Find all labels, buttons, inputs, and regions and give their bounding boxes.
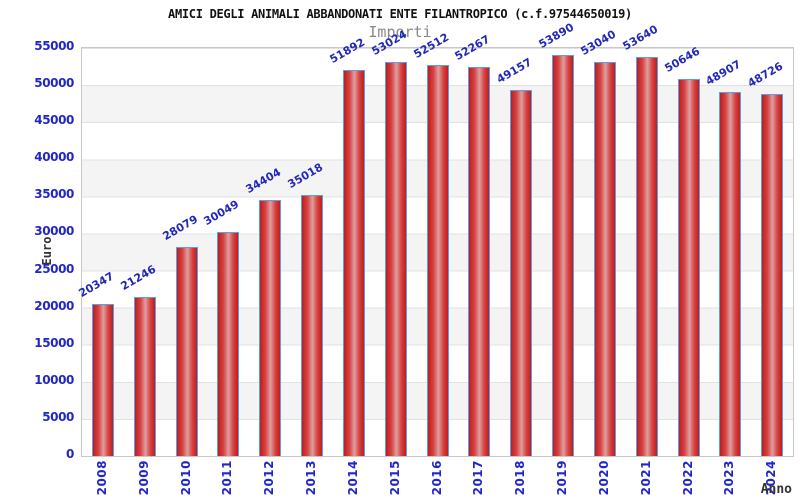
value-label-2010: 28079 (160, 212, 200, 243)
bar-slot-2017: 52267 (453, 33, 500, 456)
x-tick-2008: 2008 (81, 460, 123, 495)
x-tick-label: 2012 (262, 460, 277, 496)
bar-slot-2024: 48726 (746, 48, 793, 456)
plot-area: 20347 21246 28079 30049 34404 35018 51892 53024… (76, 21, 794, 457)
x-tick-label: 2014 (345, 460, 360, 496)
value-label-2023: 48907 (703, 57, 744, 89)
y-tick-label-0: 0 (66, 447, 74, 461)
bar-2010 (175, 246, 198, 456)
bar-2018 (510, 90, 533, 456)
x-tick-2014: 2014 (332, 460, 374, 495)
value-label-2008: 20347 (76, 269, 117, 301)
x-tick-2011: 2011 (206, 460, 248, 495)
x-tick-2022: 2022 (667, 460, 709, 495)
bar-2021 (635, 57, 658, 456)
x-tick-2023: 2023 (708, 460, 750, 495)
y-tick-label-15000: 15000 (34, 335, 74, 350)
y-tick-label-25000: 25000 (34, 261, 74, 276)
x-tick-label: 2008 (94, 460, 109, 496)
y-tick-label-5000: 5000 (42, 409, 74, 424)
bars-container: 20347 21246 28079 30049 34404 35018 51892 53024… (76, 21, 793, 456)
x-tick-label: 2019 (555, 460, 570, 496)
bar-slot-2011: 30049 (202, 48, 249, 456)
bar-2024 (761, 93, 784, 456)
bar-slot-2009: 21246 (118, 48, 166, 456)
y-tick-label-35000: 35000 (34, 187, 74, 202)
x-tick-label: 2010 (178, 460, 193, 496)
x-tick-label: 2015 (387, 460, 402, 496)
x-axis-ticks: 2008 2009 2010 2011 2012 2013 2014 2015 2016 2017… (81, 460, 792, 495)
x-tick-2012: 2012 (248, 460, 290, 495)
bar-slot-2010: 28079 (160, 48, 208, 456)
bar-slot-2021: 53640 (620, 23, 668, 456)
bar-2013 (301, 195, 324, 456)
y-tick-label-50000: 50000 (34, 76, 74, 91)
bar-2023 (719, 92, 742, 456)
value-label-2024: 48726 (745, 59, 786, 90)
bar-2017 (468, 67, 491, 456)
chart-subtitle: Importi (368, 23, 432, 41)
value-label-2011: 30049 (201, 197, 242, 229)
value-label-2018: 49157 (494, 55, 535, 87)
bar-2012 (259, 199, 282, 456)
bar-slot-2019: 53890 (537, 21, 584, 456)
y-tick-label-20000: 20000 (34, 298, 74, 313)
bar-slot-2023: 48907 (704, 48, 751, 456)
y-tick-label-55000: 55000 (34, 39, 74, 53)
value-label-2013: 35018 (285, 160, 326, 192)
x-tick-label: 2009 (136, 460, 151, 496)
x-tick-label: 2020 (596, 460, 611, 496)
bar-2014 (342, 70, 365, 456)
bar-slot-2012: 34404 (244, 48, 291, 456)
bar-slot-2008: 20347 (76, 48, 124, 456)
bar-2020 (593, 61, 616, 456)
bar-2011 (217, 232, 240, 456)
x-tick-2016: 2016 (416, 460, 458, 495)
x-tick-2018: 2018 (499, 460, 541, 495)
y-tick-label-30000: 30000 (34, 224, 74, 239)
x-tick-label: 2021 (638, 460, 653, 496)
x-tick-2019: 2019 (541, 460, 583, 495)
x-tick-2010: 2010 (165, 460, 207, 495)
y-tick-label-45000: 45000 (34, 113, 74, 128)
bar-slot-2022: 50646 (662, 45, 710, 456)
x-tick-label: 2023 (722, 460, 737, 496)
bar-2019 (552, 55, 575, 456)
value-label-2012: 34404 (243, 165, 284, 196)
x-axis-title: Anno (760, 482, 792, 497)
x-tick-2009: 2009 (123, 460, 165, 495)
bar-slot-2015: 53024 (369, 27, 417, 456)
bar-2009 (133, 297, 156, 456)
bar-slot-2014: 51892 (327, 36, 375, 456)
x-tick-label: 2022 (680, 460, 695, 496)
bar-slot-2020: 53040 (578, 27, 626, 456)
bar-slot-2018: 49157 (495, 48, 542, 456)
x-tick-label: 2013 (304, 460, 319, 496)
x-tick-2021: 2021 (625, 460, 667, 495)
chart-title: AMICI DEGLI ANIMALI ABBANDONATI ENTE FIL… (168, 7, 632, 21)
x-tick-2020: 2020 (583, 460, 625, 495)
x-tick-2015: 2015 (374, 460, 416, 495)
x-tick-label: 2018 (513, 460, 528, 496)
x-tick-label: 2017 (471, 460, 486, 496)
x-tick-label: 2011 (220, 460, 235, 496)
x-tick-2013: 2013 (290, 460, 332, 495)
bar-2022 (677, 79, 700, 456)
bar-2015 (384, 61, 407, 456)
y-tick-label-40000: 40000 (34, 150, 74, 165)
y-tick-label-10000: 10000 (34, 372, 74, 387)
x-tick-2017: 2017 (457, 460, 499, 495)
bar-slot-2013: 35018 (286, 48, 333, 456)
value-label-2022: 50646 (662, 44, 702, 76)
value-label-2009: 21246 (118, 263, 158, 294)
bar-2016 (426, 65, 449, 456)
bar-slot-2016: 52512 (411, 31, 459, 456)
x-tick-label: 2016 (429, 460, 444, 496)
bar-2008 (91, 304, 114, 456)
